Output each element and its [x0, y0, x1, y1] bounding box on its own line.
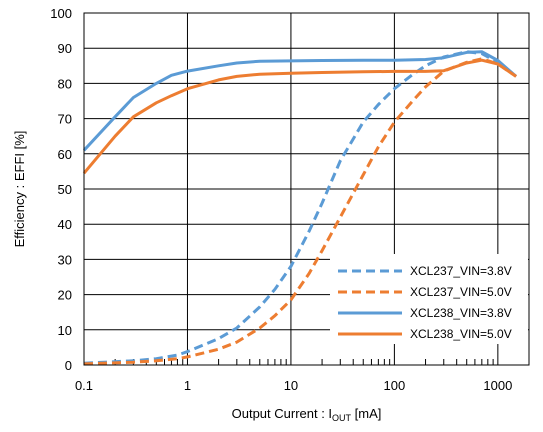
legend-label: XCL238_VIN=5.0V: [410, 327, 512, 341]
y-tick-label: 20: [58, 288, 72, 303]
y-tick-label: 100: [50, 6, 72, 21]
x-tick-label: 1: [184, 378, 191, 393]
series-line-4: [82, 58, 517, 175]
y-tick-label: 80: [58, 76, 72, 91]
x-axis-title-prefix: Output Current : I: [232, 406, 332, 421]
y-tick-label: 70: [58, 112, 72, 127]
y-tick-label: 50: [58, 182, 72, 197]
x-tick-label: 10: [284, 378, 298, 393]
y-tick-label: 60: [58, 147, 72, 162]
x-tick-label: 100: [384, 378, 406, 393]
plot-frame: [83, 12, 530, 366]
x-axis-ticks: 0.1 1 10 100 1000: [75, 378, 512, 393]
legend-label: XCL238_VIN=3.8V: [410, 306, 512, 320]
y-tick-label: 40: [58, 217, 72, 232]
legend-label: XCL237_VIN=5.0V: [410, 285, 512, 299]
y-tick-label: 90: [58, 41, 72, 56]
x-tick-label: 0.1: [75, 378, 93, 393]
x-axis-title-subscript: OUT: [332, 413, 352, 423]
series-line-3: [82, 50, 518, 152]
series-lines: [82, 50, 518, 366]
legend-label: XCL237_VIN=3.8V: [410, 264, 512, 278]
series-line-1: [83, 50, 518, 365]
y-axis-ticks: 0 10 20 30 40 50 60 70 80 90 100: [50, 6, 72, 373]
y-tick-label: 0: [65, 358, 72, 373]
legend-background: [330, 254, 528, 344]
y-axis-title: Efficiency : EFFI [%]: [12, 131, 27, 248]
legend: XCL237_VIN=3.8V XCL237_VIN=5.0V XCL238_VIN…: [330, 254, 528, 344]
x-axis-title-suffix: [mA]: [351, 406, 381, 421]
y-tick-label: 30: [58, 252, 72, 267]
x-tick-label: 1000: [483, 378, 512, 393]
x-axis-title: Output Current : IOUT [mA]: [232, 406, 382, 423]
y-tick-label: 10: [58, 323, 72, 338]
